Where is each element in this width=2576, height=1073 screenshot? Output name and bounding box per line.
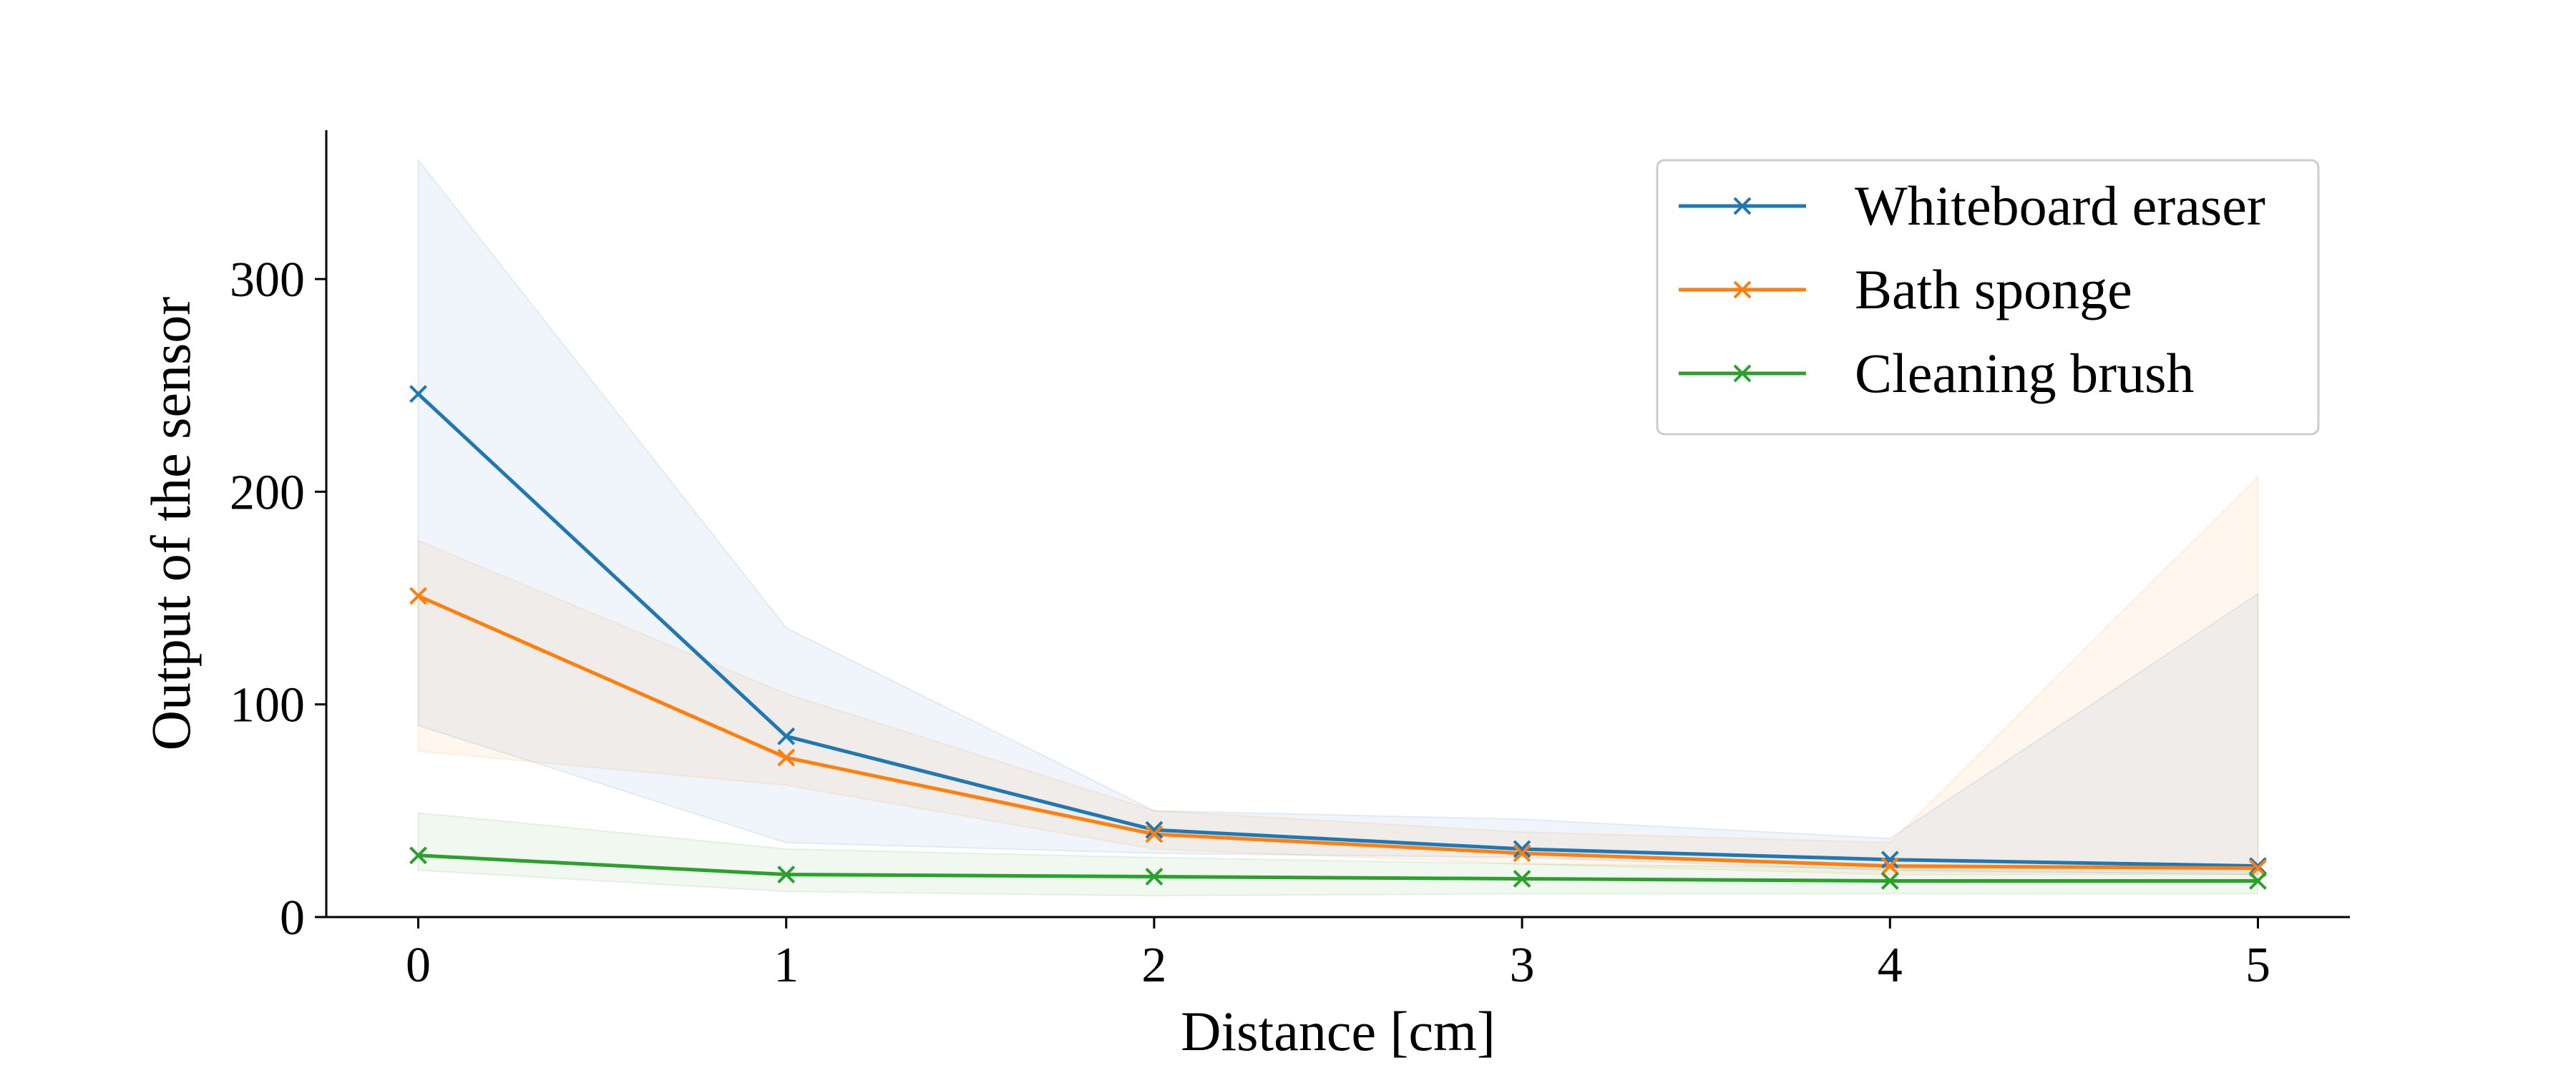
whiteboard-eraser-point	[777, 727, 796, 745]
bath-sponge-point	[1145, 825, 1163, 843]
x-tick-label: 2	[1141, 938, 1166, 993]
cleaning-brush-point	[1145, 868, 1163, 886]
bath-sponge-legend-marker	[1733, 280, 1752, 299]
whiteboard-eraser-legend-marker	[1733, 197, 1752, 215]
whiteboard-eraser-point	[409, 385, 427, 403]
whiteboard-eraser-band	[417, 157, 2259, 876]
x-tick-label: 5	[2245, 938, 2270, 993]
y-tick-label: 100	[230, 678, 305, 733]
whiteboard-eraser-point	[2249, 857, 2267, 876]
x-tick-label: 3	[1510, 938, 1535, 993]
series-lines	[416, 392, 2258, 883]
bath-sponge-legend-label: Bath sponge	[1855, 258, 2132, 320]
series-markers	[409, 385, 2267, 890]
bath-sponge-point	[1880, 857, 1899, 876]
axes	[325, 130, 2350, 918]
cleaning-brush-legend-label: Cleaning brush	[1855, 342, 2194, 404]
whiteboard-eraser-point	[1145, 820, 1163, 839]
bath-sponge-point	[2249, 859, 2267, 878]
legend: Whiteboard eraser Bath sponge Cleaning bru…	[1656, 159, 2320, 436]
bath-sponge-point	[777, 748, 796, 767]
x-axis-label: Distance [cm]	[1181, 1000, 1496, 1062]
whiteboard-eraser-point	[1513, 840, 1531, 858]
cleaning-brush-point	[409, 846, 427, 865]
whiteboard-eraser-line	[416, 392, 2258, 868]
cleaning-brush-line	[418, 853, 2258, 883]
x-tick-label: 4	[1878, 938, 1903, 993]
cleaning-brush-point	[1880, 872, 1899, 890]
whiteboard-eraser-point	[1880, 851, 1899, 869]
cleaning-brush-point	[777, 866, 796, 883]
bath-sponge-point	[409, 587, 427, 605]
legend-frame	[1656, 159, 2320, 436]
y-ticks: 0 100 200 300	[230, 253, 326, 946]
y-tick-label: 200	[230, 465, 305, 520]
x-tick-label: 1	[774, 938, 799, 993]
bath-sponge-point	[1513, 844, 1531, 863]
y-tick-label: 300	[230, 253, 305, 308]
cleaning-brush-point	[1513, 870, 1531, 888]
cleaning-brush-legend-marker	[1733, 364, 1752, 383]
y-tick-label: 0	[280, 891, 305, 946]
x-tick-label: 0	[406, 938, 431, 993]
whiteboard-eraser-legend-label: Whiteboard eraser	[1855, 175, 2265, 237]
x-ticks: 0 1 2 3 4 5	[406, 917, 2270, 993]
bath-sponge-line	[417, 594, 2258, 871]
y-axis-label: Output of the sensor	[140, 297, 202, 751]
cleaning-brush-point	[2249, 872, 2267, 890]
